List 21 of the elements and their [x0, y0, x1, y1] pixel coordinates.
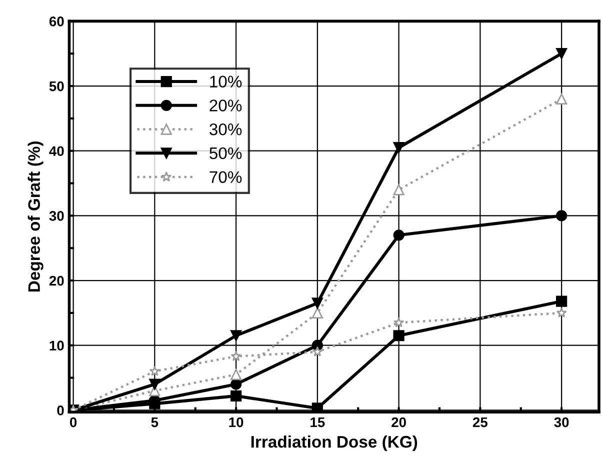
legend-label: 10%	[210, 76, 242, 88]
y-tick-label: 50	[49, 81, 64, 92]
x-tick-label: 10	[229, 417, 244, 428]
y-tick-label: 30	[49, 211, 64, 221]
y-tick-label: 20	[49, 276, 64, 286]
legend-label: 20%	[210, 100, 242, 112]
x-tick-label: 0	[70, 417, 77, 428]
y-axis-title: Degree of Graft (%)	[28, 142, 44, 292]
y-tick-label: 10	[50, 340, 64, 351]
y-tick-label: 0	[57, 406, 64, 416]
x-axis-title: Irradiation Dose (KG)	[251, 435, 418, 452]
x-tick-label: 25	[472, 417, 488, 428]
y-tick-label: 60	[49, 16, 64, 26]
x-tick-label: 20	[392, 417, 406, 428]
x-tick-label: 15	[310, 417, 325, 428]
legend-label: 50%	[210, 147, 242, 160]
legend-label: 70%	[210, 171, 242, 184]
y-tick-label: 40	[49, 146, 64, 156]
x-tick-label: 30	[554, 417, 569, 428]
x-tick-label: 5	[151, 417, 158, 428]
legend-label: 30%	[210, 123, 242, 136]
